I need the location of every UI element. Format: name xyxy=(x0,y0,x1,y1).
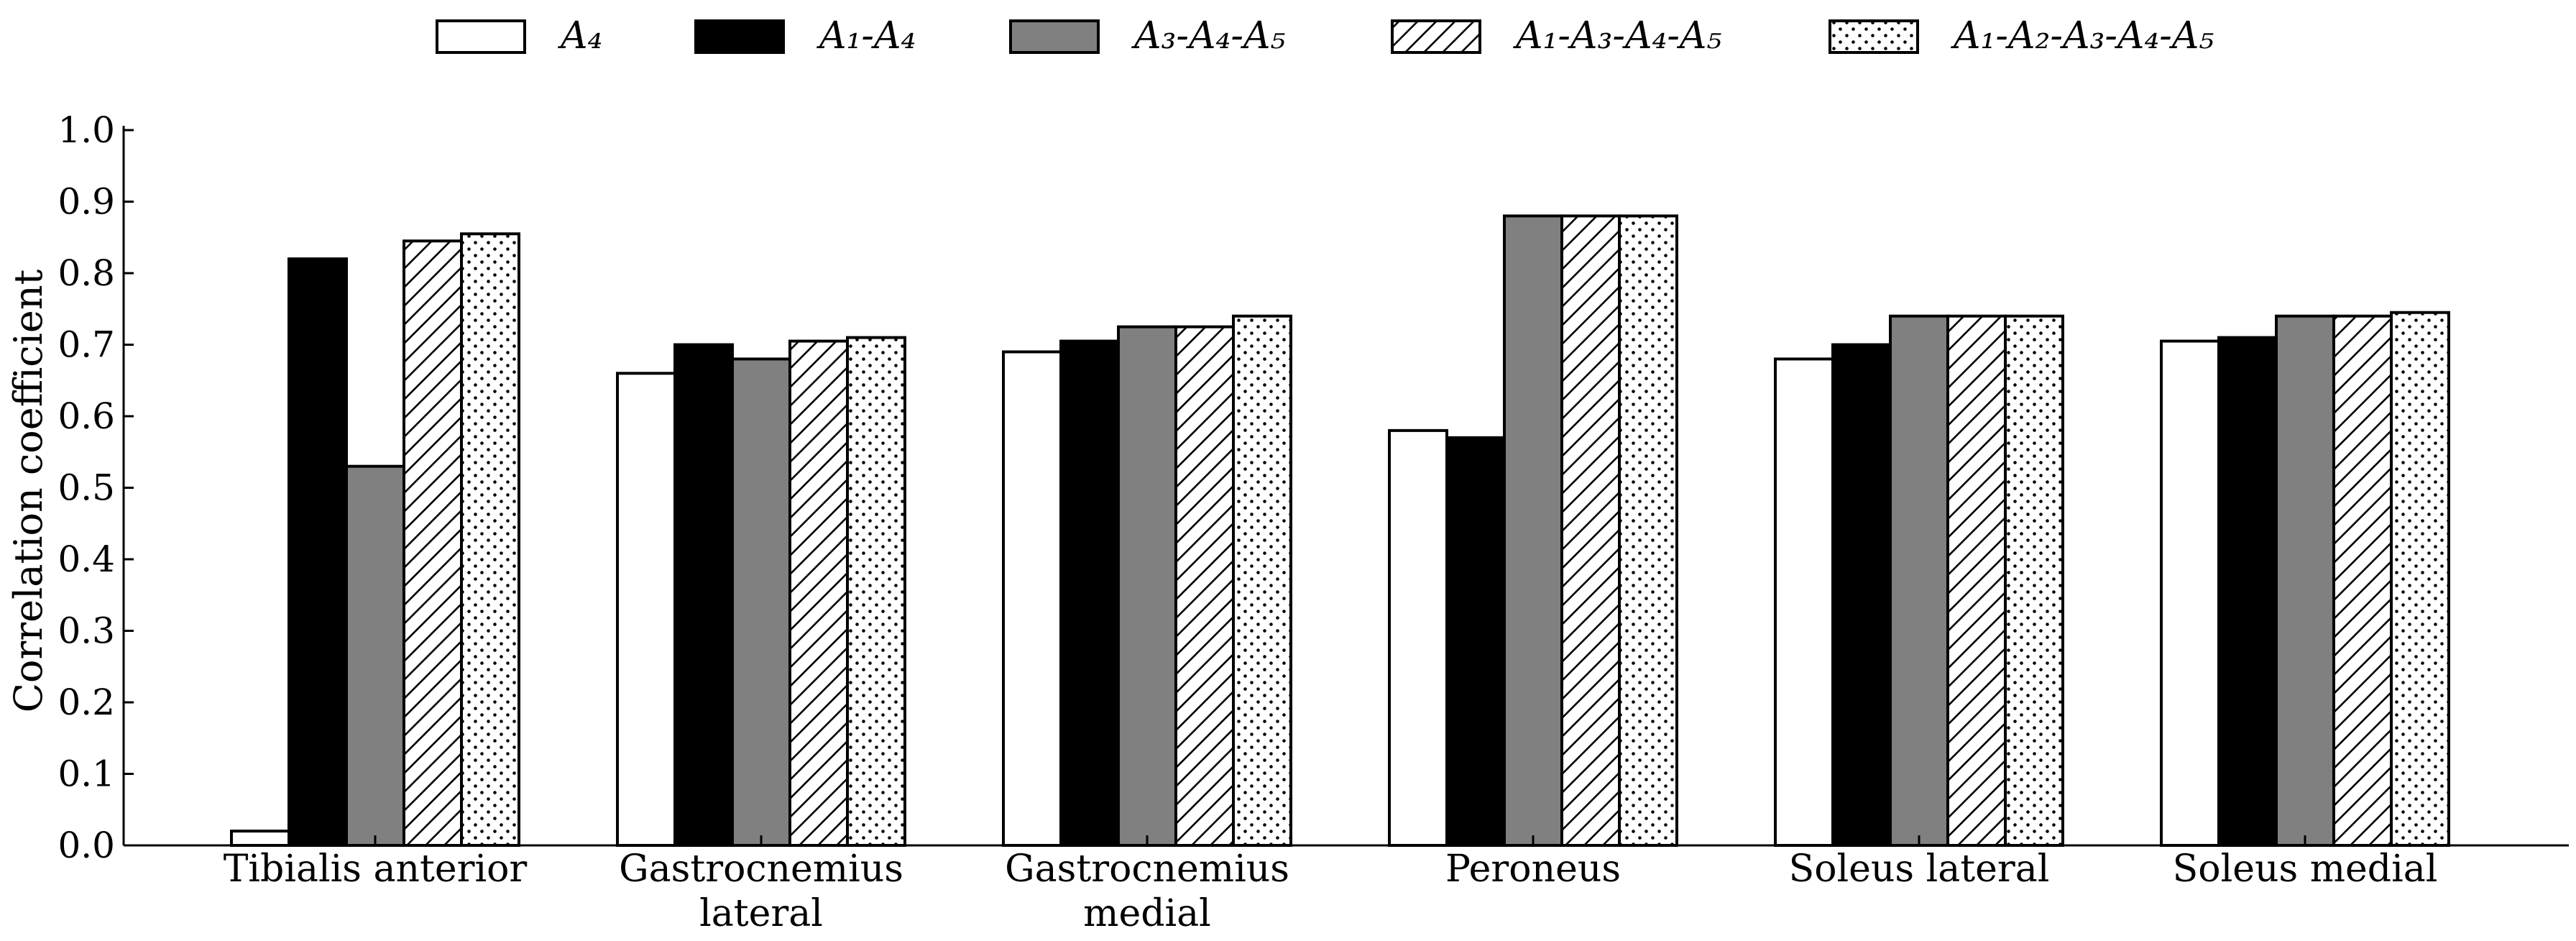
x-tick-label-tibialis-anterior: Tibialis anterior xyxy=(224,848,528,891)
x-tick-label-peroneus: Peroneus xyxy=(1445,848,1621,891)
legend-swatch xyxy=(1391,19,1481,54)
legend-swatch xyxy=(436,19,526,54)
bar-a1-a2-a3-a4-a5-tibialis-anterior xyxy=(460,232,520,847)
bar-a4-soleus-medial xyxy=(2160,339,2220,847)
legend-label: A₁-A₃-A₄-A₅ xyxy=(1513,14,1721,58)
bar-a1-a2-a3-a4-a5-gastrocnemius-lateral xyxy=(846,336,906,847)
bar-a1-a3-a4-a5-gastrocnemius-lateral xyxy=(788,339,849,847)
bar-a1-a4-gastrocnemius-medial xyxy=(1059,339,1120,847)
bar-a1-a2-a3-a4-a5-gastrocnemius-medial xyxy=(1232,314,1292,847)
x-tick-label-gastrocnemius-lateral: Gastrocnemius lateral xyxy=(619,848,903,935)
y-tick-label: 0.2 xyxy=(58,681,115,723)
y-tick-label: 1.0 xyxy=(58,109,115,151)
bar-a1-a4-tibialis-anterior xyxy=(288,257,348,848)
y-tick-label: 0.8 xyxy=(58,252,115,294)
legend: A₄ A₁-A₄ A₃-A₄-A₅ A₁-A₃-A₄-A₅ A₁-A₂-A₃-A₄-A₅ xyxy=(436,14,2214,58)
bar-a4-gastrocnemius-lateral xyxy=(616,372,676,847)
legend-item-a1-a4: A₁-A₄ xyxy=(694,14,916,58)
bar-a4-peroneus xyxy=(1388,428,1448,847)
bar-a1-a3-a4-a5-soleus-medial xyxy=(2332,314,2393,847)
legend-label: A₁-A₂-A₃-A₄-A₅ xyxy=(1951,14,2214,58)
x-tick-label-soleus-medial: Soleus medial xyxy=(2173,848,2438,891)
bar-a1-a3-a4-a5-soleus-lateral xyxy=(1946,314,2007,847)
axes: 0.0 0.1 0.2 0.3 0.4 0.5 0.6 0.7 0.8 0.9 1.0 Tibiali… xyxy=(58,109,2569,935)
y-axis-title: Correlation coefficient xyxy=(6,269,51,712)
bar-a1-a3-a4-a5-tibialis-anterior xyxy=(402,239,463,848)
bar-a1-a3-a4-a5-gastrocnemius-medial xyxy=(1174,325,1235,847)
legend-label: A₁-A₄ xyxy=(816,14,916,58)
bar-a4-tibialis-anterior xyxy=(230,830,290,847)
bar-a1-a2-a3-a4-a5-soleus-lateral xyxy=(2004,314,2064,847)
y-tick-label: 0.6 xyxy=(58,395,115,437)
y-tick-label: 0.1 xyxy=(58,753,115,795)
legend-swatch xyxy=(694,19,785,54)
bar-a1-a4-gastrocnemius-lateral xyxy=(673,343,734,847)
bar-a1-a2-a3-a4-a5-soleus-medial xyxy=(2390,311,2450,848)
bar-a4-gastrocnemius-medial xyxy=(1002,350,1062,847)
legend-label: A₄ xyxy=(558,14,602,58)
bar-a3-a4-a5-peroneus xyxy=(1503,214,1563,847)
y-tick-label: 0.5 xyxy=(58,467,115,509)
bar-a3-a4-a5-tibialis-anterior xyxy=(345,464,405,847)
x-tick-label-soleus-lateral: Soleus lateral xyxy=(1789,848,2050,891)
legend-item-a1-a2-a3-a4-a5: A₁-A₂-A₃-A₄-A₅ xyxy=(1828,14,2214,58)
x-tick-label-gastrocnemius-medial: Gastrocnemius medial xyxy=(1005,848,1289,935)
y-tick-label: 0.3 xyxy=(58,610,115,652)
bar-a1-a2-a3-a4-a5-peroneus xyxy=(1618,214,1678,847)
y-tick-label: 0.4 xyxy=(58,538,115,580)
y-tick-label: 0.0 xyxy=(58,825,115,866)
legend-item-a3-a4-a5: A₃-A₄-A₅ xyxy=(1009,14,1285,58)
bar-a3-a4-a5-gastrocnemius-lateral xyxy=(731,357,791,847)
bar-a4-soleus-lateral xyxy=(1774,357,1834,847)
bar-a1-a4-peroneus xyxy=(1445,436,1506,847)
legend-swatch xyxy=(1009,19,1100,54)
y-tick-label: 0.7 xyxy=(58,324,115,366)
bar-a1-a4-soleus-lateral xyxy=(1831,343,1892,847)
bars xyxy=(230,214,2450,848)
legend-swatch xyxy=(1828,19,1919,54)
bar-a1-a4-soleus-medial xyxy=(2217,336,2278,847)
legend-item-a4: A₄ xyxy=(436,14,602,58)
bar-a3-a4-a5-soleus-lateral xyxy=(1889,314,1949,847)
bar-a1-a3-a4-a5-peroneus xyxy=(1560,214,1621,847)
bar-a3-a4-a5-gastrocnemius-medial xyxy=(1117,325,1177,847)
legend-label: A₃-A₄-A₅ xyxy=(1131,14,1285,58)
bar-a3-a4-a5-soleus-medial xyxy=(2275,314,2335,847)
y-tick-label: 0.9 xyxy=(58,181,115,223)
legend-item-a1-a3-a4-a5: A₁-A₃-A₄-A₅ xyxy=(1391,14,1721,58)
